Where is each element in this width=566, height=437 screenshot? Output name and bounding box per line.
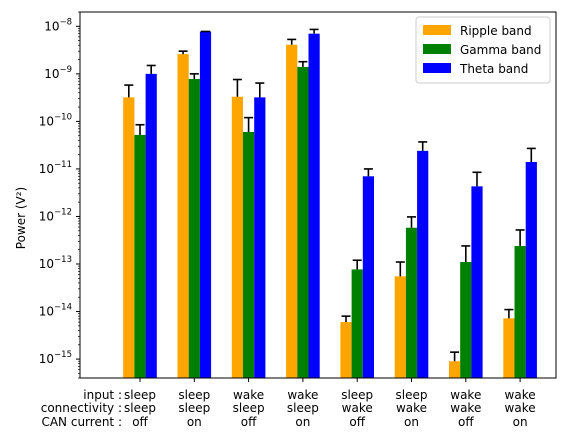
x-row-header: connectivity : xyxy=(41,401,122,415)
legend-swatch xyxy=(423,63,451,73)
plot-frame xyxy=(79,11,557,379)
x-tick-label: wake xyxy=(396,401,427,415)
y-tick-label: 10−15 xyxy=(39,350,72,366)
x-tick-label: off xyxy=(458,415,474,429)
legend-label: Gamma band xyxy=(460,43,541,57)
x-tick-label: on xyxy=(404,415,419,429)
x-row-header: CAN current : xyxy=(41,415,122,429)
bar xyxy=(308,33,320,378)
error-bars-group xyxy=(124,28,536,362)
bar xyxy=(134,134,146,378)
bar xyxy=(254,97,266,379)
legend-label: Theta band xyxy=(459,62,528,76)
axes-group: 10−15 10−14 10−13 10−12 10−11 10−10 10−9 10−8 xyxy=(39,11,557,382)
bar xyxy=(340,322,352,378)
x-tick-label: wake xyxy=(505,401,536,415)
bar xyxy=(449,361,461,378)
y-tick-label: 10−8 xyxy=(44,17,72,33)
bar xyxy=(525,161,537,378)
bar xyxy=(145,73,157,379)
y-tick-label: 10−9 xyxy=(44,65,72,81)
x-tick-label: wake xyxy=(450,401,481,415)
bar xyxy=(286,44,298,378)
x-row-header: input : xyxy=(83,388,122,402)
bar xyxy=(231,96,243,379)
bar xyxy=(471,186,483,378)
bar xyxy=(351,269,363,378)
bar xyxy=(460,262,472,378)
legend: Ripple band Gamma band Theta band xyxy=(415,16,551,84)
bar xyxy=(297,66,309,379)
x-tick-label: off xyxy=(349,415,365,429)
legend-label: Ripple band xyxy=(460,24,532,38)
x-tick-label: on xyxy=(187,415,202,429)
x-tick-label: sleep xyxy=(287,401,319,415)
bar xyxy=(417,150,429,378)
x-tick-label: wake xyxy=(233,388,264,402)
x-tick-label: wake xyxy=(342,401,373,415)
y-tick-label: 10−13 xyxy=(39,255,72,271)
bar xyxy=(177,54,189,378)
legend-swatch xyxy=(423,44,451,54)
x-tick-label: sleep xyxy=(124,401,156,415)
y-tick-label: 10−14 xyxy=(39,303,72,319)
y-tick-label: 10−10 xyxy=(39,112,72,128)
x-tick-label: wake xyxy=(450,388,481,402)
bar xyxy=(514,245,526,378)
legend-swatch xyxy=(423,25,451,35)
x-tick-label: on xyxy=(295,415,310,429)
y-tick-label: 10−11 xyxy=(39,160,72,176)
y-axis-label: Power (V²) xyxy=(14,187,28,249)
x-tick-label: wake xyxy=(287,388,318,402)
x-tick-label: off xyxy=(132,415,148,429)
x-tick-label: wake xyxy=(505,388,536,402)
bar xyxy=(503,318,515,378)
x-tick-label: on xyxy=(513,415,528,429)
x-tick-label: sleep xyxy=(178,388,210,402)
bar xyxy=(394,276,406,378)
x-tick-label: sleep xyxy=(124,388,156,402)
x-tick-label: off xyxy=(241,415,257,429)
x-category-labels: input :connectivity :CAN current :sleeps… xyxy=(41,388,536,429)
y-tick-label: 10−12 xyxy=(39,207,72,223)
x-tick-label: sleep xyxy=(396,388,428,402)
x-tick-label: sleep xyxy=(341,388,373,402)
x-tick-label: sleep xyxy=(233,401,265,415)
bar xyxy=(188,78,200,379)
bar xyxy=(199,31,212,379)
bars-group xyxy=(123,31,537,379)
bar xyxy=(243,131,255,378)
x-tick-label: sleep xyxy=(178,401,210,415)
bar xyxy=(123,97,135,379)
bar xyxy=(405,227,418,378)
bar xyxy=(362,176,374,378)
